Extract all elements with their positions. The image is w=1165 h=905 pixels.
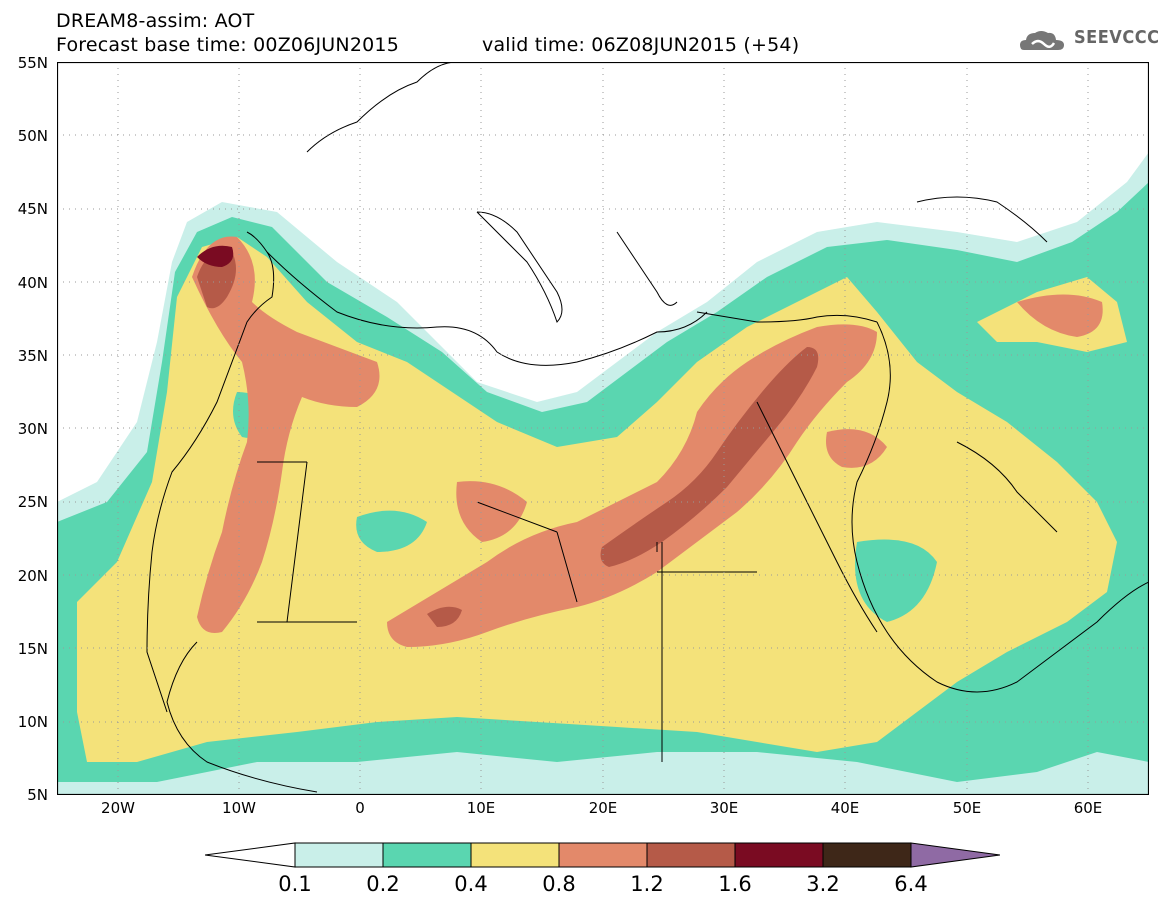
legend-swatch xyxy=(294,842,384,868)
lat-label: 55N xyxy=(17,54,48,72)
lon-label: 10E xyxy=(466,799,496,817)
logo-text: SEEVCCC xyxy=(1074,27,1160,48)
legend-extend-low xyxy=(205,842,296,868)
legend-level: 0.4 xyxy=(454,872,488,896)
lat-label: 5N xyxy=(27,786,48,804)
graticule xyxy=(57,62,1149,795)
legend-level: 0.1 xyxy=(278,872,312,896)
legend-level: 0.2 xyxy=(366,872,400,896)
valid-time: valid time: 06Z08JUN2015 (+54) xyxy=(482,34,800,56)
lat-label: 15N xyxy=(17,640,48,658)
forecast-base-time: Forecast base time: 00Z06JUN2015 xyxy=(56,34,399,56)
aot-band-1.6 xyxy=(197,245,234,267)
legend-swatch xyxy=(558,842,648,868)
lat-label: 20N xyxy=(17,567,48,585)
legend-extend-high xyxy=(910,842,1000,868)
lat-label: 10N xyxy=(17,713,48,731)
lon-label: 40E xyxy=(830,799,860,817)
aot-map xyxy=(57,62,1149,795)
lon-label: 50E xyxy=(952,799,982,817)
cloud-icon xyxy=(1020,31,1064,50)
lat-label: 30N xyxy=(17,420,48,438)
lat-label: 25N xyxy=(17,493,48,511)
aot-band-0.2-islands xyxy=(233,392,937,622)
color-legend xyxy=(205,842,1000,868)
lon-label: 60E xyxy=(1073,799,1103,817)
lat-label: 40N xyxy=(17,274,48,292)
lat-label: 35N xyxy=(17,347,48,365)
legend-level: 6.4 xyxy=(894,872,928,896)
lon-label: 0 xyxy=(355,799,365,817)
legend-swatch xyxy=(822,842,912,868)
legend-level: 1.6 xyxy=(718,872,752,896)
lon-label: 20W xyxy=(101,799,135,817)
lon-label: 20E xyxy=(588,799,618,817)
legend-level: 3.2 xyxy=(806,872,840,896)
coastlines xyxy=(146,62,1149,793)
map-title: DREAM8-assim: AOT xyxy=(56,10,255,32)
legend-swatch xyxy=(734,842,824,868)
legend-level: 0.8 xyxy=(542,872,576,896)
map-border xyxy=(57,62,1149,795)
legend-swatch xyxy=(470,842,560,868)
legend-swatch xyxy=(382,842,472,868)
lat-label: 45N xyxy=(17,200,48,218)
aot-band-1.2 xyxy=(197,251,819,627)
lon-label: 10W xyxy=(222,799,256,817)
legend-level: 1.2 xyxy=(630,872,664,896)
lon-label: 30E xyxy=(709,799,739,817)
legend-swatch xyxy=(646,842,736,868)
lat-label: 50N xyxy=(17,127,48,145)
